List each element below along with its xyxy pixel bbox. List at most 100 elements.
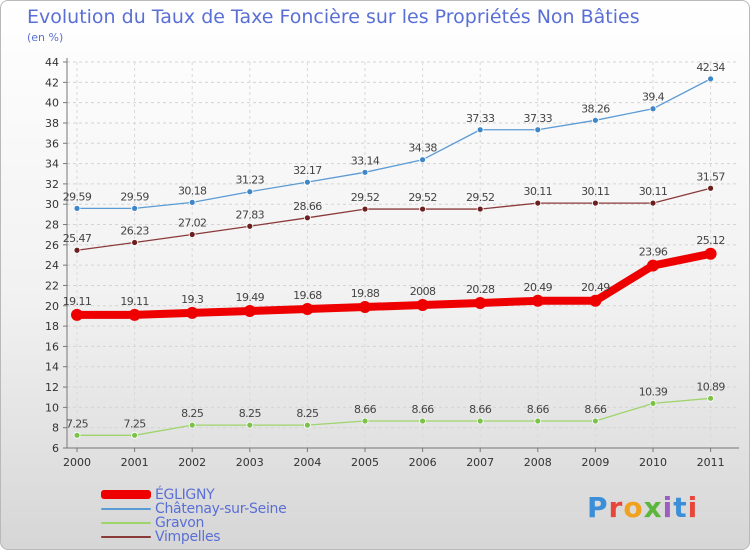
x-tick-label: 2008 — [524, 456, 552, 469]
y-tick-label: 24 — [45, 259, 59, 272]
data-label: 27.83 — [236, 208, 265, 221]
data-point — [476, 205, 484, 213]
data-point — [73, 431, 81, 439]
data-label: 39.4 — [642, 91, 665, 104]
data-label: 34.38 — [408, 142, 437, 155]
data-label: 29.52 — [351, 191, 380, 204]
data-point — [534, 417, 542, 425]
data-label: 28.66 — [293, 200, 322, 213]
data-label: 31.23 — [236, 174, 265, 187]
x-tick-label: 2003 — [236, 456, 264, 469]
data-label: 8.66 — [354, 403, 377, 416]
logo-letter: r — [608, 491, 624, 524]
data-label: 8.66 — [469, 403, 492, 416]
chart-title: Evolution du Taux de Taxe Foncière sur l… — [27, 6, 640, 28]
data-label: 29.59 — [120, 190, 149, 203]
data-label: 31.57 — [696, 170, 725, 183]
data-point — [707, 75, 714, 83]
data-label: 19.49 — [236, 291, 265, 304]
y-tick-label: 28 — [45, 219, 59, 232]
legend-swatch — [101, 522, 151, 524]
data-label: 10.39 — [639, 385, 668, 398]
series-line — [73, 249, 715, 319]
data-label: 19.11 — [120, 295, 149, 308]
data-point — [188, 198, 196, 206]
data-label: 20.49 — [524, 281, 553, 294]
data-point — [707, 394, 714, 402]
data-label: 30.11 — [639, 185, 668, 198]
logo-letter: t — [673, 491, 688, 524]
data-point — [531, 294, 544, 307]
data-label: 7.25 — [66, 417, 89, 430]
x-tick-label: 2007 — [466, 456, 494, 469]
data-label: 19.11 — [63, 295, 92, 308]
y-tick-label: 38 — [45, 117, 59, 130]
data-point — [131, 431, 139, 439]
y-tick-label: 32 — [45, 178, 59, 191]
data-point — [246, 222, 254, 230]
data-point — [649, 400, 657, 407]
proxiti-logo: Proxiti — [587, 491, 698, 524]
legend-label: ÉGLIGNY — [155, 487, 215, 503]
data-label: 30.11 — [524, 185, 553, 198]
chart-subtitle: (en %) — [27, 31, 64, 44]
data-point — [647, 259, 659, 272]
data-label: 8.25 — [239, 407, 262, 420]
data-point — [73, 246, 81, 254]
logo-letter: i — [662, 491, 674, 524]
x-tick-label: 2005 — [351, 456, 379, 469]
x-tick-label: 2002 — [178, 456, 206, 469]
data-point — [649, 105, 657, 113]
logo-letter: P — [587, 491, 609, 524]
data-label: 30.18 — [178, 184, 207, 197]
data-label: 8.25 — [296, 407, 319, 420]
y-tick-label: 16 — [45, 340, 59, 353]
y-tick-label: 40 — [45, 97, 59, 110]
data-label: 38.26 — [581, 102, 610, 115]
y-tick-label: 22 — [45, 279, 59, 292]
y-tick-label: 6 — [52, 442, 59, 455]
data-point — [416, 298, 429, 311]
data-point — [243, 304, 256, 317]
x-tick-label: 2006 — [409, 456, 437, 469]
y-tick-label: 10 — [45, 401, 59, 414]
data-label: 19.68 — [293, 289, 322, 302]
data-point — [592, 116, 599, 124]
data-point — [71, 308, 83, 321]
legend-label: Gravon — [155, 515, 205, 531]
data-label: 32.17 — [293, 164, 322, 177]
data-label: 8.66 — [527, 403, 550, 416]
data-point — [359, 301, 371, 314]
data-point — [476, 126, 484, 134]
data-point — [303, 214, 311, 222]
data-label: 29.52 — [408, 191, 437, 204]
data-label: 10.89 — [696, 380, 725, 393]
data-point — [188, 421, 196, 429]
data-label: 29.52 — [466, 191, 495, 204]
data-label: 25.47 — [63, 232, 92, 245]
y-tick-label: 20 — [45, 300, 59, 313]
data-point — [361, 205, 369, 213]
data-point — [188, 231, 196, 238]
data-label: 27.02 — [178, 216, 207, 229]
logo-letter: i — [687, 491, 699, 524]
y-tick-label: 14 — [45, 361, 59, 374]
data-point — [131, 204, 139, 212]
data-point — [186, 306, 199, 319]
data-point — [419, 417, 427, 425]
data-point — [303, 178, 311, 186]
legend-swatch — [101, 508, 151, 510]
data-label: 19.88 — [351, 287, 380, 300]
data-label: 25.12 — [696, 234, 725, 247]
data-label: 7.25 — [124, 417, 147, 430]
data-point — [128, 308, 141, 321]
legend-label: Vimpelles — [155, 529, 221, 545]
legend-label: Châtenay-sur-Seine — [155, 501, 287, 517]
data-label: 8.66 — [584, 403, 607, 416]
y-tick-label: 8 — [52, 422, 59, 435]
data-point — [361, 417, 369, 425]
data-point — [592, 417, 599, 425]
y-tick-label: 42 — [45, 76, 59, 89]
